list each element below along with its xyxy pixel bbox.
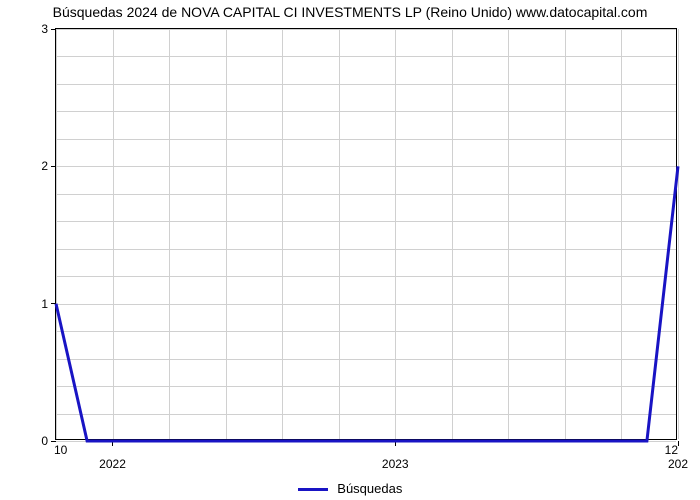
legend-label: Búsquedas xyxy=(337,481,402,496)
y-tick-label: 3 xyxy=(28,22,48,36)
x-tick-label: 2022 xyxy=(99,457,126,471)
x-tick-label: 2023 xyxy=(382,457,409,471)
x-corner-right: 12 xyxy=(665,443,678,457)
y-tick-label: 2 xyxy=(28,159,48,173)
grid-v xyxy=(678,29,679,439)
chart-legend: Búsquedas xyxy=(0,481,700,496)
x-corner-left: 10 xyxy=(54,443,67,457)
y-tick-label: 0 xyxy=(28,434,48,448)
chart-plot-area: 0123202220232021012 xyxy=(55,28,677,440)
legend-swatch xyxy=(298,488,328,491)
series-line xyxy=(56,29,678,441)
chart-title: Búsquedas 2024 de NOVA CAPITAL CI INVEST… xyxy=(0,4,700,20)
y-tick-label: 1 xyxy=(28,297,48,311)
x-tick-label: 202 xyxy=(668,457,688,471)
